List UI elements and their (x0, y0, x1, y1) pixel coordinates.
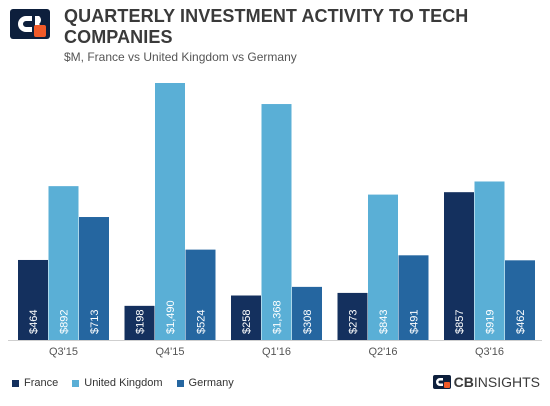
legend-item-france: France (12, 377, 58, 389)
bar-france-q3-15 (18, 259, 48, 340)
value-label-united-kingdom-q4-15: $1,490 (165, 300, 177, 334)
bar-germany-q4-15 (185, 249, 216, 340)
legend-swatch-germany (176, 379, 184, 387)
chart-legend: France United Kingdom Germany (12, 377, 248, 389)
value-label-germany-q1-16: $308 (302, 310, 314, 334)
value-label-united-kingdom-q3-16: $919 (485, 310, 497, 334)
legend-swatch-united-kingdom (72, 379, 80, 387)
value-label-france-q1-16: $258 (241, 310, 253, 334)
legend-label-germany: Germany (188, 377, 234, 389)
bar-france-q2-16 (337, 292, 368, 340)
bar-germany-q2-16 (398, 255, 429, 340)
value-label-germany-q4-15: $524 (196, 310, 208, 334)
bar-united-kingdom-q4-15 (155, 83, 185, 340)
bar-france-q3-16 (444, 192, 474, 340)
value-label-france-q3-15: $464 (28, 310, 40, 334)
bar-united-kingdom-q2-16 (368, 194, 398, 340)
bar-united-kingdom-q3-15 (48, 186, 79, 340)
legend-swatch-france (12, 379, 19, 387)
brand-cb-text: CB (453, 374, 474, 390)
x-tick-label-q1-16: Q1'16 (262, 346, 291, 358)
value-label-france-q2-16: $273 (348, 310, 360, 334)
value-label-france-q3-16: $857 (454, 310, 466, 334)
value-label-germany-q3-16: $462 (515, 310, 527, 334)
bar-united-kingdom-q3-16 (474, 181, 505, 340)
brand-insights-text: INSIGHTS (473, 374, 540, 390)
bar-france-q4-15 (124, 305, 155, 340)
chart-title: QUARTERLY INVESTMENT ACTIVITY TO TECH CO… (64, 6, 469, 47)
cb-insights-brand: CB INSIGHTS (432, 374, 540, 390)
value-label-france-q4-15: $198 (135, 310, 147, 334)
chart-subtitle: $M, France vs United Kingdom vs Germany (64, 50, 297, 64)
value-label-united-kingdom-q2-16: $843 (378, 310, 390, 334)
x-tick-label-q3-15: Q3'15 (49, 346, 78, 358)
value-label-united-kingdom-q1-16: $1,368 (272, 300, 284, 334)
value-label-germany-q3-15: $713 (89, 310, 101, 334)
x-tick-label-q2-16: Q2'16 (368, 346, 397, 358)
legend-label-united-kingdom: United Kingdom (84, 377, 163, 389)
x-tick-label-q3-16: Q3'16 (475, 346, 504, 358)
bar-germany-q1-16 (292, 286, 322, 340)
cb-insights-brand-icon (432, 375, 451, 389)
cb-insights-logo-icon (10, 9, 50, 39)
value-label-united-kingdom-q3-15: $892 (59, 310, 71, 334)
bar-germany-q3-15 (79, 217, 109, 340)
value-label-germany-q2-16: $491 (409, 310, 421, 334)
legend-label-france: France (24, 377, 59, 389)
bar-france-q1-16 (231, 295, 261, 340)
bar-germany-q3-16 (505, 260, 535, 340)
legend-item-germany: Germany (176, 377, 234, 389)
x-tick-label-q4-15: Q4'15 (155, 346, 184, 358)
legend-item-united-kingdom: United Kingdom (72, 377, 163, 389)
bar-united-kingdom-q1-16 (261, 104, 292, 340)
